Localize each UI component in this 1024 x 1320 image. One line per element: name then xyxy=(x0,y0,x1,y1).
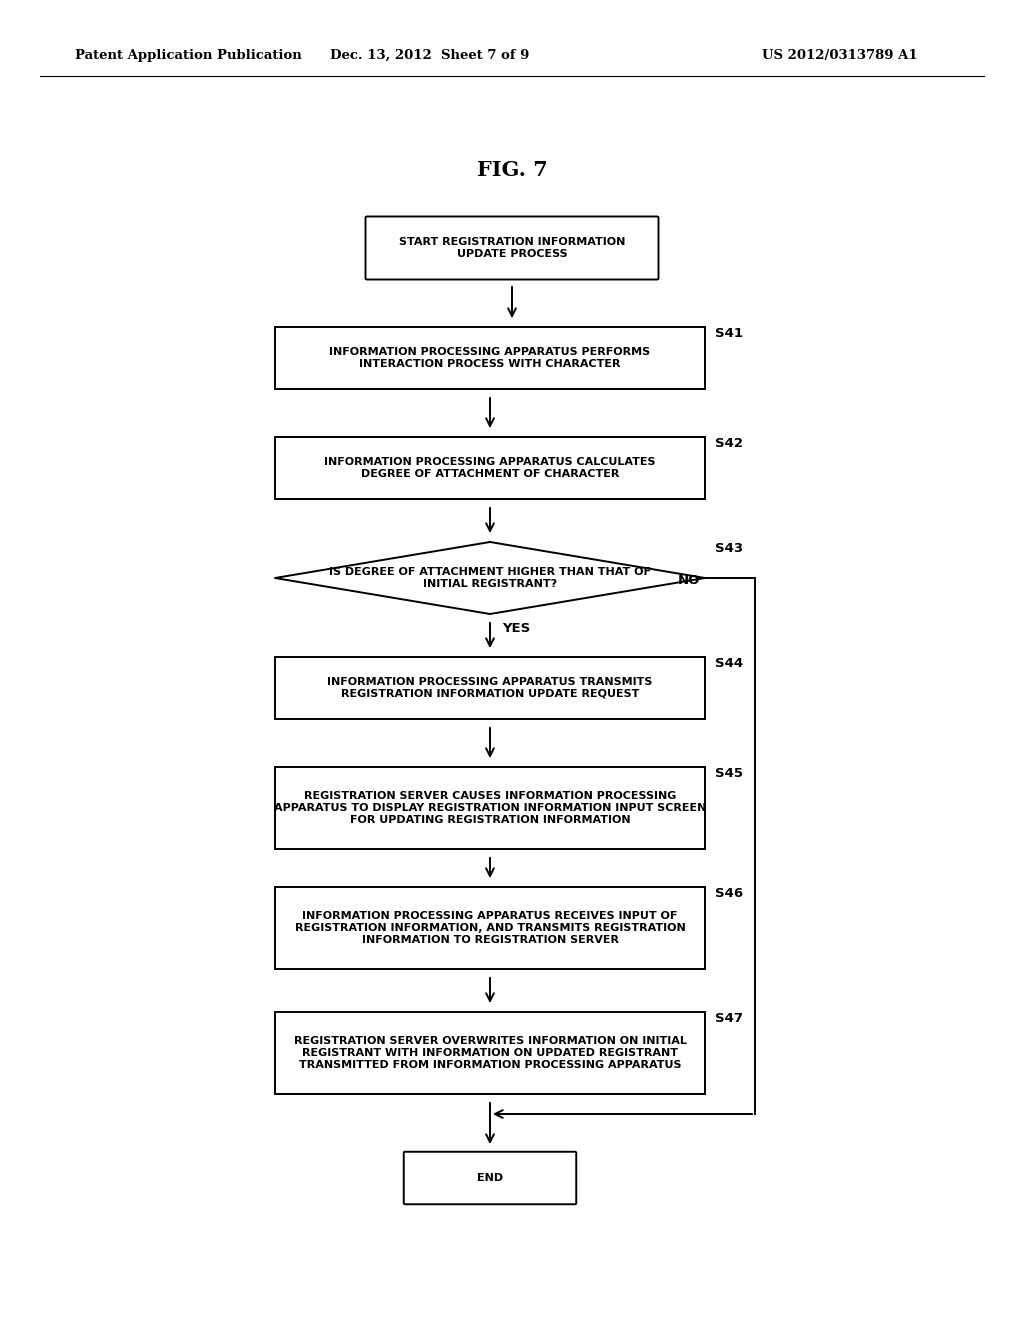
Text: IS DEGREE OF ATTACHMENT HIGHER THAN THAT OF
INITIAL REGISTRANT?: IS DEGREE OF ATTACHMENT HIGHER THAN THAT… xyxy=(329,568,651,589)
Text: S46: S46 xyxy=(715,887,743,900)
Text: INFORMATION PROCESSING APPARATUS TRANSMITS
REGISTRATION INFORMATION UPDATE REQUE: INFORMATION PROCESSING APPARATUS TRANSMI… xyxy=(328,677,652,698)
Text: START REGISTRATION INFORMATION
UPDATE PROCESS: START REGISTRATION INFORMATION UPDATE PR… xyxy=(398,238,626,259)
Text: INFORMATION PROCESSING APPARATUS RECEIVES INPUT OF
REGISTRATION INFORMATION, AND: INFORMATION PROCESSING APPARATUS RECEIVE… xyxy=(295,911,685,945)
FancyBboxPatch shape xyxy=(403,1152,577,1204)
Text: S42: S42 xyxy=(715,437,743,450)
Text: S45: S45 xyxy=(715,767,743,780)
Polygon shape xyxy=(275,543,705,614)
Bar xyxy=(275,657,705,719)
Text: END: END xyxy=(477,1173,503,1183)
Text: Dec. 13, 2012  Sheet 7 of 9: Dec. 13, 2012 Sheet 7 of 9 xyxy=(331,49,529,62)
Text: REGISTRATION SERVER OVERWRITES INFORMATION ON INITIAL
REGISTRANT WITH INFORMATIO: REGISTRATION SERVER OVERWRITES INFORMATI… xyxy=(294,1036,686,1069)
Text: REGISTRATION SERVER CAUSES INFORMATION PROCESSING
APPARATUS TO DISPLAY REGISTRAT: REGISTRATION SERVER CAUSES INFORMATION P… xyxy=(273,792,707,825)
Text: S47: S47 xyxy=(715,1012,743,1026)
Text: S44: S44 xyxy=(715,657,743,671)
Bar xyxy=(275,327,705,389)
Bar xyxy=(275,887,705,969)
Text: INFORMATION PROCESSING APPARATUS PERFORMS
INTERACTION PROCESS WITH CHARACTER: INFORMATION PROCESSING APPARATUS PERFORM… xyxy=(330,347,650,368)
Bar xyxy=(275,1012,705,1094)
Bar xyxy=(275,767,705,849)
Text: NO: NO xyxy=(678,574,700,587)
Text: S43: S43 xyxy=(715,543,743,554)
FancyBboxPatch shape xyxy=(366,216,658,280)
Bar xyxy=(275,437,705,499)
Text: US 2012/0313789 A1: US 2012/0313789 A1 xyxy=(762,49,918,62)
Text: FIG. 7: FIG. 7 xyxy=(476,160,548,180)
Text: YES: YES xyxy=(502,622,530,635)
Text: S41: S41 xyxy=(715,327,743,341)
Text: INFORMATION PROCESSING APPARATUS CALCULATES
DEGREE OF ATTACHMENT OF CHARACTER: INFORMATION PROCESSING APPARATUS CALCULA… xyxy=(325,457,655,479)
Text: Patent Application Publication: Patent Application Publication xyxy=(75,49,302,62)
